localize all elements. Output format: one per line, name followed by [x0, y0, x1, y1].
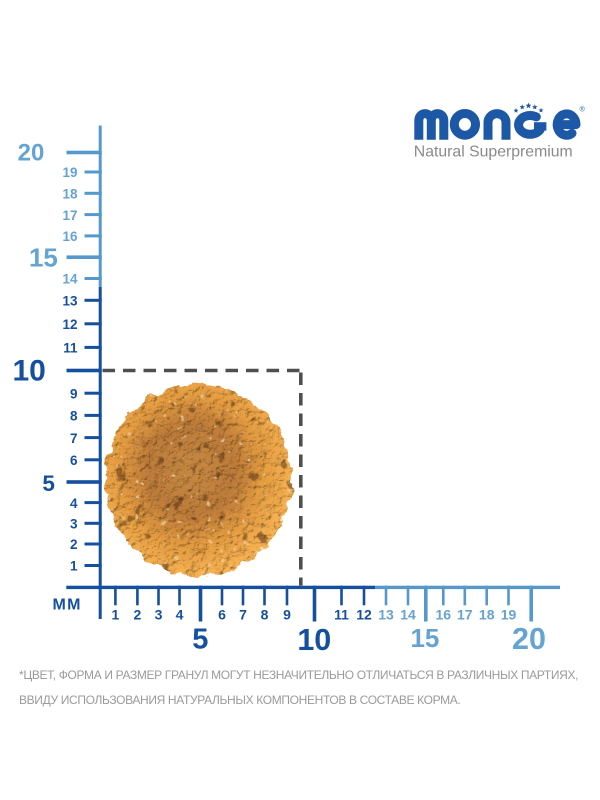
- svg-text:11: 11: [63, 341, 78, 356]
- svg-text:18: 18: [479, 607, 495, 623]
- svg-text:13: 13: [62, 294, 78, 309]
- svg-text:12: 12: [356, 607, 372, 623]
- svg-text:19: 19: [62, 165, 77, 180]
- svg-text:20: 20: [512, 622, 546, 656]
- svg-text:14: 14: [62, 272, 78, 287]
- svg-text:Natural Superpremium: Natural Superpremium: [414, 143, 573, 160]
- svg-text:12: 12: [62, 317, 77, 332]
- svg-text:14: 14: [400, 607, 416, 623]
- svg-text:10: 10: [13, 354, 46, 387]
- svg-text:20: 20: [18, 140, 45, 167]
- svg-text:3: 3: [70, 517, 78, 532]
- svg-text:16: 16: [62, 229, 78, 244]
- svg-text:1: 1: [112, 607, 120, 623]
- svg-text:7: 7: [70, 431, 78, 446]
- svg-text:ВВИДУ ИСПОЛЬЗОВАНИЯ НАТУРАЛЬНЫ: ВВИДУ ИСПОЛЬЗОВАНИЯ НАТУРАЛЬНЫХ КОМПОНЕН…: [19, 693, 460, 707]
- svg-text:15: 15: [29, 243, 58, 273]
- svg-text:10: 10: [297, 623, 331, 657]
- svg-text:18: 18: [62, 187, 78, 202]
- svg-text:13: 13: [378, 607, 394, 623]
- svg-text:17: 17: [62, 208, 77, 223]
- svg-text:5: 5: [192, 624, 208, 656]
- svg-text:3: 3: [155, 607, 163, 623]
- svg-text:1: 1: [70, 559, 78, 574]
- svg-text:*ЦВЕТ, ФОРМА И РАЗМЕР ГРАНУЛ М: *ЦВЕТ, ФОРМА И РАЗМЕР ГРАНУЛ МОГУТ НЕЗНА…: [19, 668, 578, 682]
- svg-text:®: ®: [580, 105, 586, 114]
- svg-text:6: 6: [218, 607, 226, 623]
- svg-text:4: 4: [176, 607, 184, 623]
- svg-text:11: 11: [334, 607, 349, 623]
- svg-text:MM: MM: [53, 597, 82, 614]
- svg-text:9: 9: [70, 386, 78, 401]
- svg-text:15: 15: [410, 623, 439, 653]
- svg-text:17: 17: [457, 607, 473, 623]
- svg-text:7: 7: [239, 607, 247, 623]
- svg-text:5: 5: [42, 471, 55, 496]
- svg-text:9: 9: [283, 607, 291, 623]
- svg-text:6: 6: [70, 453, 78, 468]
- svg-text:16: 16: [436, 607, 452, 623]
- svg-text:2: 2: [70, 537, 78, 552]
- svg-text:19: 19: [501, 607, 517, 623]
- svg-text:2: 2: [134, 607, 142, 623]
- svg-text:8: 8: [70, 409, 78, 424]
- svg-text:4: 4: [70, 496, 78, 511]
- svg-text:8: 8: [261, 607, 269, 623]
